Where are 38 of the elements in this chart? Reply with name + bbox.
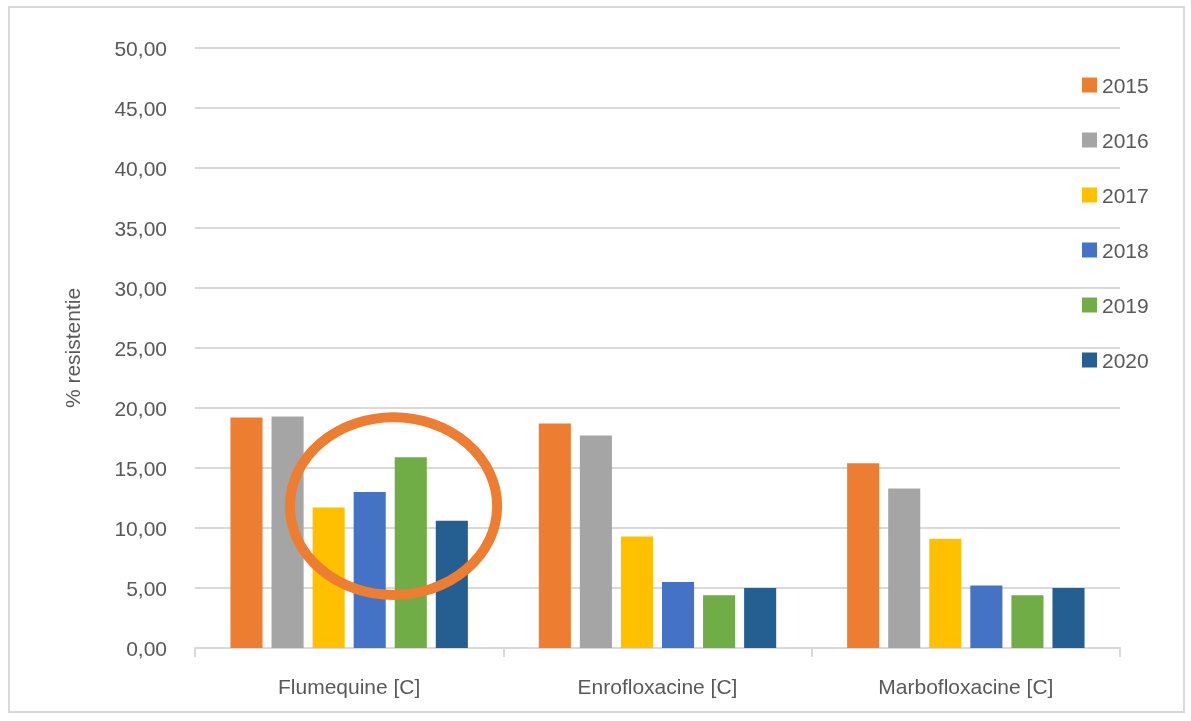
bar [620, 536, 654, 648]
x-tick-label: Flumequine [C] [277, 675, 421, 698]
bar [744, 588, 777, 648]
bar [579, 435, 612, 648]
legend-label: 2018 [1102, 238, 1149, 262]
bar [435, 520, 468, 648]
legend-label: 2015 [1102, 73, 1149, 97]
x-tick-label: Marbofloxacine [C] [878, 675, 1054, 698]
y-tick-label: 15,00 [114, 456, 167, 480]
y-tick-label: 45,00 [114, 96, 167, 120]
y-tick-label: 50,00 [114, 36, 167, 60]
x-tick-label: Enrofloxacine [C] [577, 675, 738, 698]
bar [1052, 588, 1085, 648]
y-tick-label: 10,00 [114, 516, 167, 540]
bar [312, 507, 345, 648]
bar [929, 538, 962, 648]
y-tick-label: 30,00 [114, 276, 167, 300]
bar [394, 457, 427, 648]
bar [538, 423, 571, 648]
y-tick-label: 25,00 [114, 336, 167, 360]
y-axis-title: % resistentie [61, 287, 84, 409]
bar [847, 463, 880, 648]
bar [661, 582, 695, 648]
y-tick-label: 35,00 [114, 216, 167, 240]
bar [888, 488, 921, 648]
legend-label: 2019 [1102, 293, 1149, 317]
y-tick-label: 40,00 [114, 156, 167, 180]
legend-label: 2020 [1102, 348, 1149, 372]
legend-label: 2017 [1102, 183, 1149, 207]
bar [353, 492, 386, 648]
y-tick-label: 5,00 [126, 576, 167, 600]
bar [703, 595, 736, 648]
bar [230, 417, 263, 648]
bar [1011, 595, 1044, 648]
y-tick-label: 20,00 [114, 396, 167, 420]
legend-label: 2016 [1102, 128, 1149, 152]
y-tick-label: 0,00 [126, 636, 167, 660]
bar [970, 585, 1003, 648]
